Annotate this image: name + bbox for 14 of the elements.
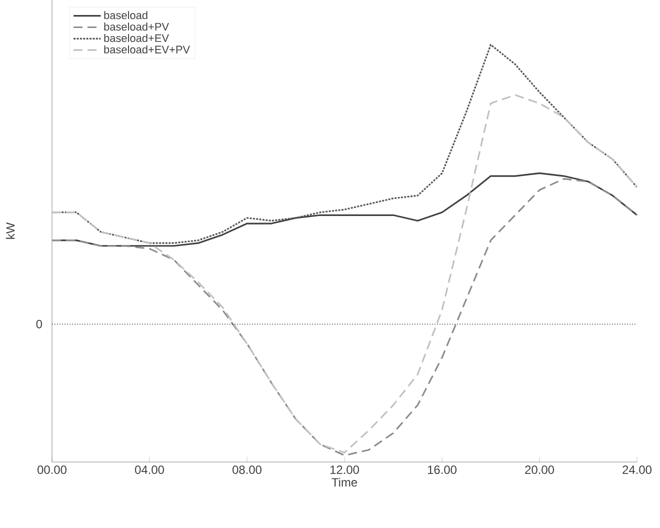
y-axis-title: kW bbox=[6, 222, 15, 239]
x-tick-label: 12.00 bbox=[330, 466, 359, 474]
x-axis-title: Time bbox=[332, 478, 358, 487]
x-tick-label: 04.00 bbox=[135, 466, 164, 474]
x-tick-label: 20.00 bbox=[525, 466, 554, 474]
ref-line-label: 0 bbox=[36, 320, 42, 328]
x-tick-label: 24.00 bbox=[622, 466, 652, 474]
x-tick-label: 00.00 bbox=[38, 466, 66, 474]
legend-label: baseload bbox=[104, 11, 148, 20]
x-tick-label: 08.00 bbox=[232, 466, 262, 474]
legend-label: baseload+PV bbox=[104, 22, 169, 31]
legend-label: baseload+EV bbox=[104, 34, 169, 42]
legend-label: baseload+EV+PV bbox=[104, 45, 190, 54]
x-tick-label: 16.00 bbox=[428, 466, 456, 474]
